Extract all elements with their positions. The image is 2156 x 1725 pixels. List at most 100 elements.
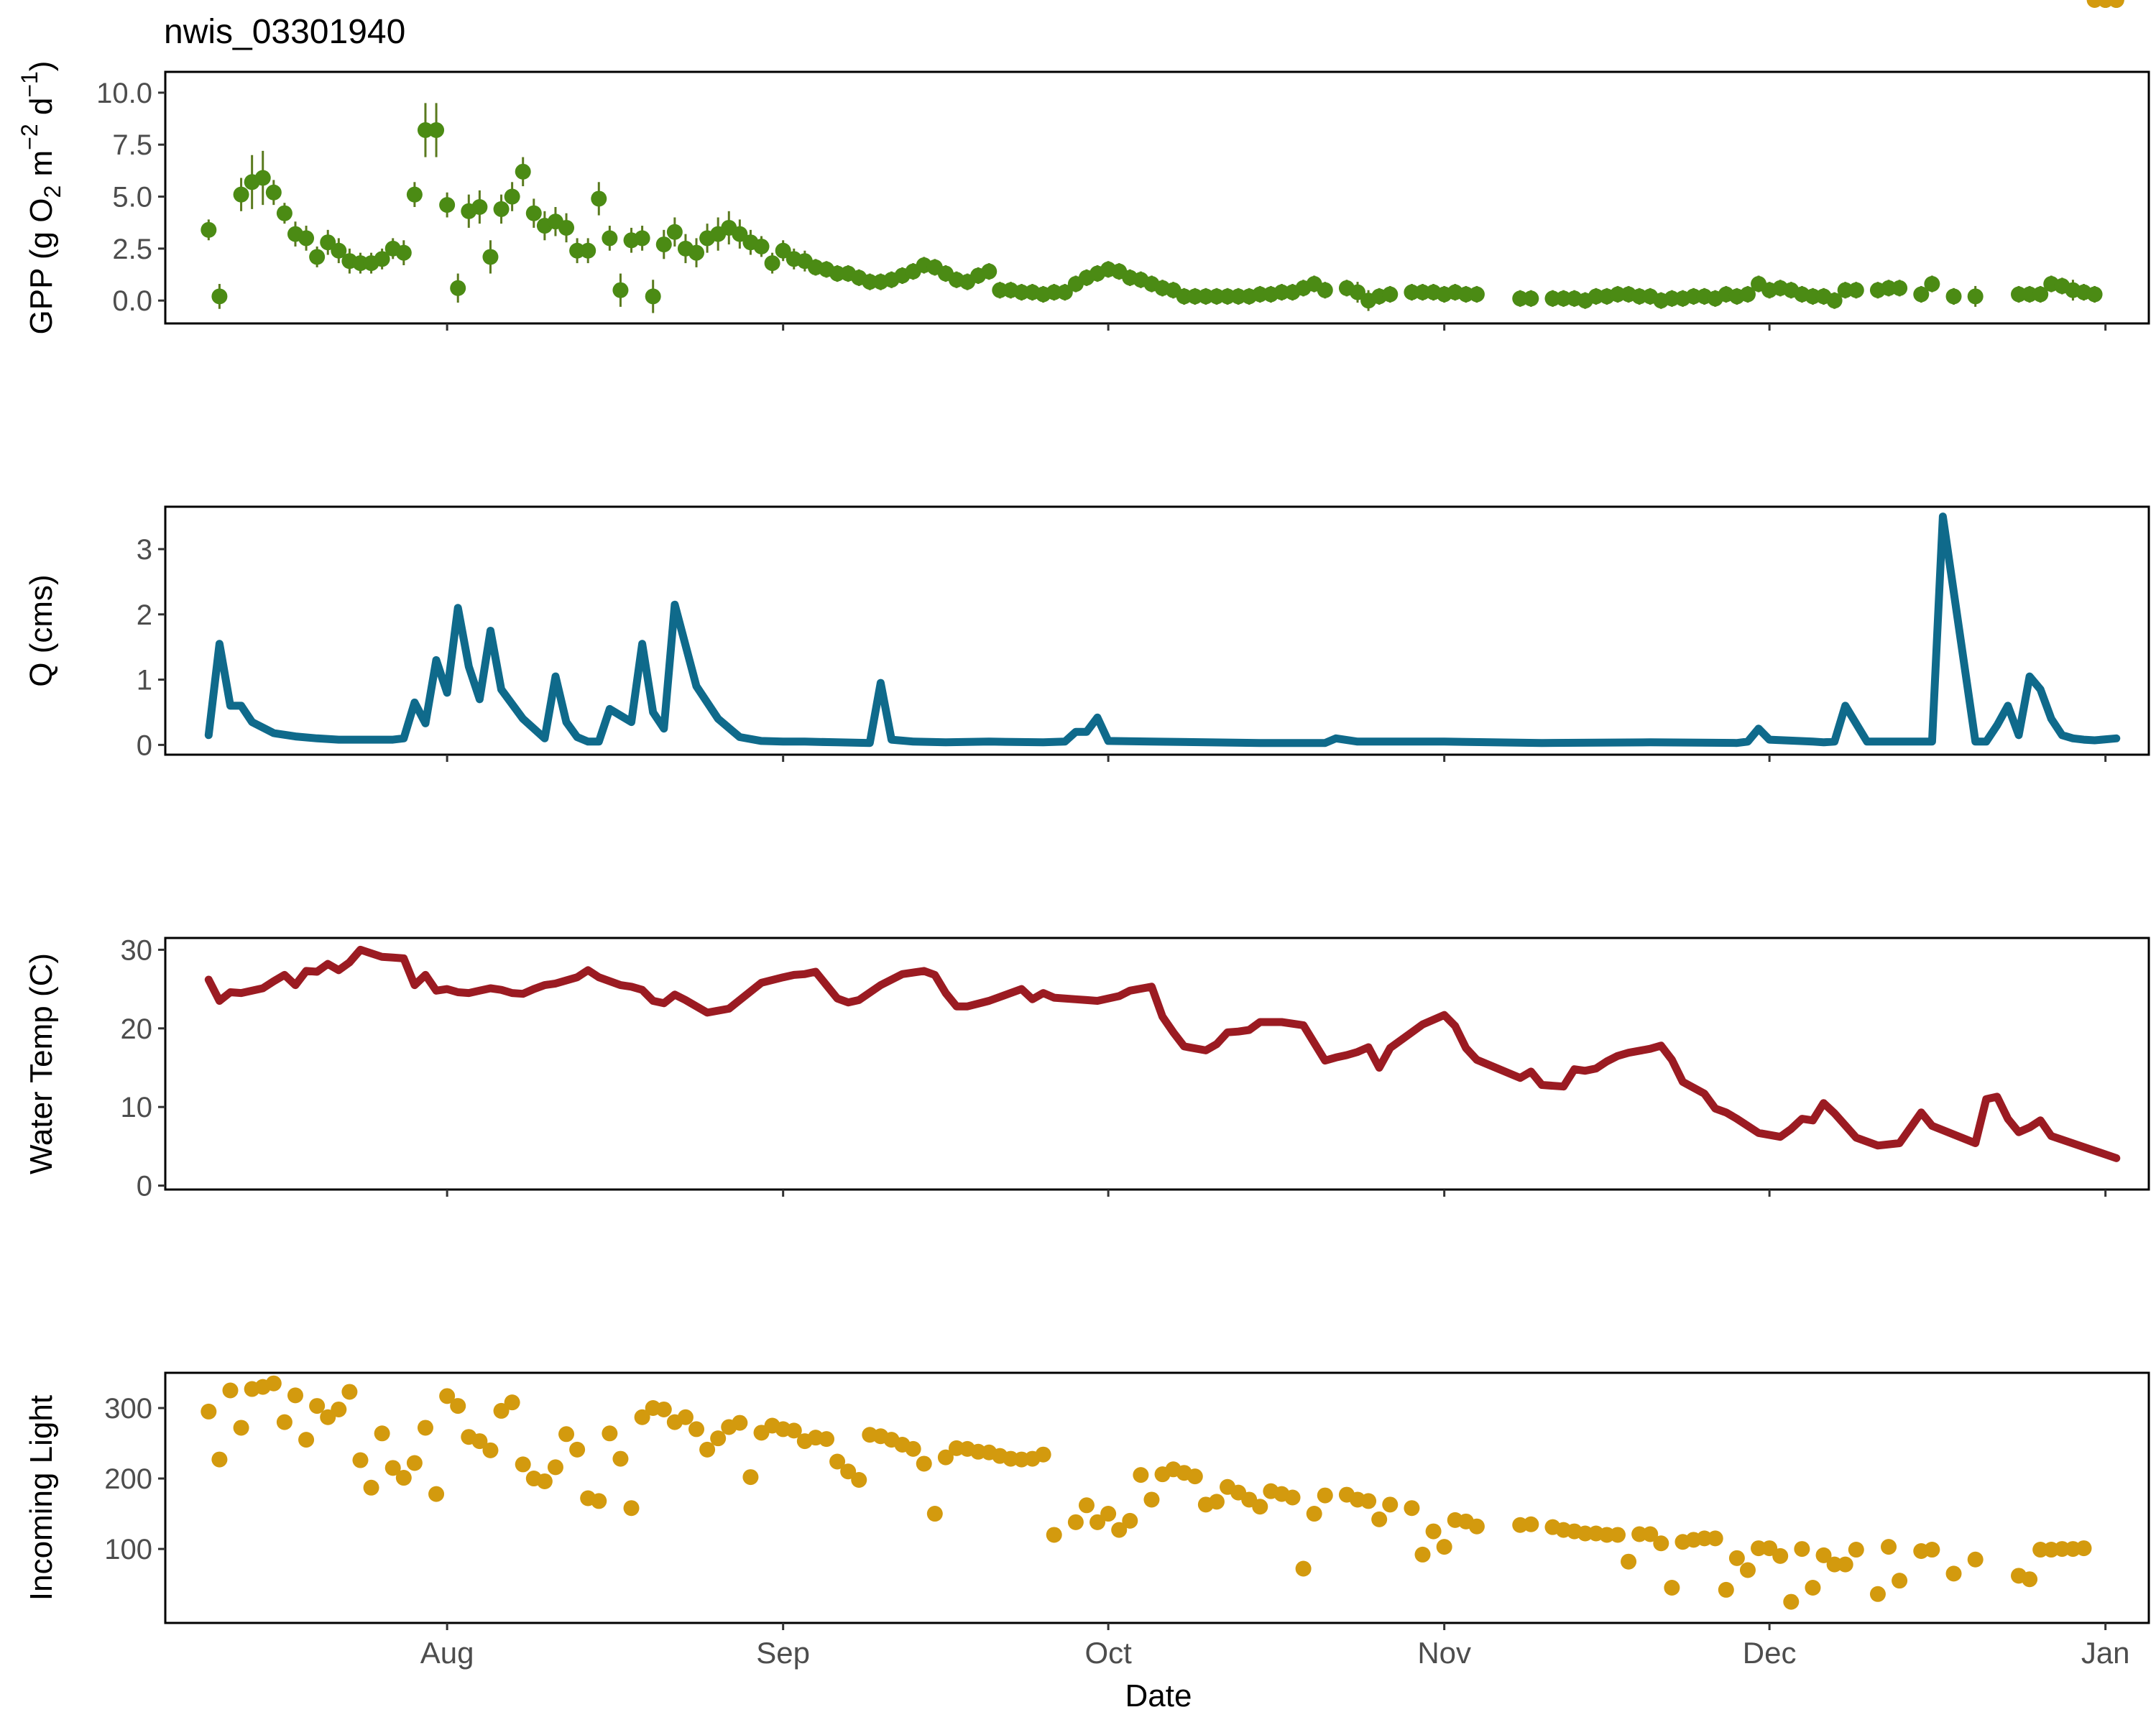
data-point bbox=[1913, 286, 1930, 303]
y-axis-label-part: ) bbox=[24, 61, 59, 72]
y-axis-label-part: −1 bbox=[17, 71, 42, 97]
data-point bbox=[1631, 288, 1648, 305]
y-tick-label: 5.0 bbox=[112, 182, 152, 213]
data-point bbox=[482, 249, 499, 265]
data-point bbox=[450, 1398, 466, 1414]
y-tick-label: 1 bbox=[137, 665, 152, 696]
data-point bbox=[1382, 286, 1399, 303]
data-point bbox=[851, 1472, 867, 1489]
data-point bbox=[591, 190, 607, 207]
data-point bbox=[655, 1401, 672, 1417]
x-tick-label: Jan bbox=[2081, 1636, 2130, 1670]
y-axis-label-part: 2 bbox=[40, 185, 65, 198]
data-point bbox=[374, 251, 390, 267]
data-point bbox=[2011, 286, 2027, 303]
data-point bbox=[1350, 284, 1366, 300]
data-point bbox=[1523, 1516, 1539, 1532]
data-point bbox=[926, 1506, 943, 1522]
data-point bbox=[1122, 1512, 1138, 1529]
data-point bbox=[1783, 1593, 1800, 1610]
x-tick-label: Nov bbox=[1417, 1636, 1471, 1670]
data-point bbox=[1284, 1489, 1301, 1506]
data-point bbox=[1848, 1542, 1864, 1558]
data-point bbox=[699, 1441, 716, 1458]
data-point bbox=[211, 288, 228, 305]
data-point bbox=[591, 1493, 607, 1509]
panel-frame-light bbox=[164, 1371, 2150, 1624]
data-point bbox=[309, 1398, 326, 1414]
data-point bbox=[1892, 280, 1908, 296]
data-point bbox=[439, 1388, 456, 1404]
y-axis-label: GPP (g O2 m−2 d−1) bbox=[17, 61, 65, 335]
data-point bbox=[1078, 1497, 1095, 1514]
data-point bbox=[634, 1409, 650, 1425]
data-point bbox=[395, 1470, 412, 1486]
data-point bbox=[1425, 1523, 1442, 1540]
data-point bbox=[1208, 1494, 1225, 1510]
data-point bbox=[677, 1409, 694, 1425]
data-point bbox=[320, 234, 336, 251]
data-point bbox=[612, 1450, 629, 1467]
data-point bbox=[666, 224, 683, 240]
data-point bbox=[1621, 1553, 1637, 1570]
data-point bbox=[1414, 284, 1431, 300]
data-point bbox=[395, 244, 412, 261]
data-point bbox=[1869, 1586, 1886, 1602]
data-point bbox=[2032, 1542, 2049, 1558]
data-point bbox=[352, 255, 369, 272]
data-point bbox=[558, 1426, 575, 1443]
data-point bbox=[1067, 1514, 1084, 1530]
data-point bbox=[1317, 1487, 1333, 1504]
data-point bbox=[1468, 1518, 1485, 1535]
data-point bbox=[2054, 1541, 2070, 1558]
data-point bbox=[688, 244, 705, 261]
data-point bbox=[1306, 1506, 1322, 1522]
data-point bbox=[1751, 1540, 1767, 1557]
data-point bbox=[732, 1414, 748, 1431]
data-point bbox=[612, 282, 629, 298]
data-point bbox=[1588, 288, 1604, 305]
data-point bbox=[1881, 1539, 1897, 1555]
data-point bbox=[1609, 1527, 1626, 1543]
y-tick-label: 100 bbox=[104, 1534, 152, 1565]
data-point bbox=[2032, 286, 2049, 303]
data-point bbox=[276, 205, 292, 221]
data-point bbox=[645, 288, 661, 305]
data-point bbox=[829, 265, 846, 282]
y-axis-label-part: GPP (g O bbox=[24, 198, 59, 335]
data-point bbox=[1555, 290, 1572, 307]
y-tick-label: 20 bbox=[121, 1013, 153, 1045]
data-point bbox=[1317, 282, 1333, 298]
data-point bbox=[417, 121, 433, 138]
data-point bbox=[1577, 1525, 1593, 1542]
data-point bbox=[1544, 290, 1561, 307]
y-tick-label: 10 bbox=[121, 1092, 153, 1123]
data-point bbox=[1728, 1550, 1745, 1566]
data-point bbox=[417, 1420, 433, 1436]
data-point bbox=[1176, 288, 1192, 305]
data-point bbox=[298, 230, 315, 247]
data-point bbox=[1631, 1526, 1648, 1542]
panel-gpp: 0.0 2.5 5.0 7.5 10.0 GPP (g O2 m−2 d−1) bbox=[17, 0, 2150, 335]
data-point bbox=[406, 186, 423, 203]
data-point bbox=[1382, 1496, 1399, 1513]
data-point bbox=[201, 221, 217, 238]
data-point bbox=[265, 1375, 282, 1392]
data-point bbox=[1685, 288, 1702, 305]
data-point bbox=[1848, 282, 1864, 298]
data-point bbox=[1642, 1526, 1659, 1542]
panel-water_temp: 0 10 20 30 Water Temp (C) bbox=[24, 934, 2150, 1202]
y-tick-label: 200 bbox=[104, 1463, 152, 1495]
x-tick-label: Aug bbox=[420, 1636, 474, 1670]
data-point bbox=[1512, 290, 1529, 307]
data-point bbox=[482, 1442, 499, 1458]
data-point bbox=[1696, 1530, 1713, 1547]
data-point bbox=[1924, 276, 1940, 293]
data-point bbox=[1805, 1579, 1821, 1596]
y-tick-label: 2 bbox=[137, 599, 152, 631]
data-point bbox=[732, 226, 748, 242]
data-point bbox=[1371, 1511, 1388, 1527]
data-point bbox=[1013, 284, 1030, 300]
data-point bbox=[1208, 288, 1225, 305]
